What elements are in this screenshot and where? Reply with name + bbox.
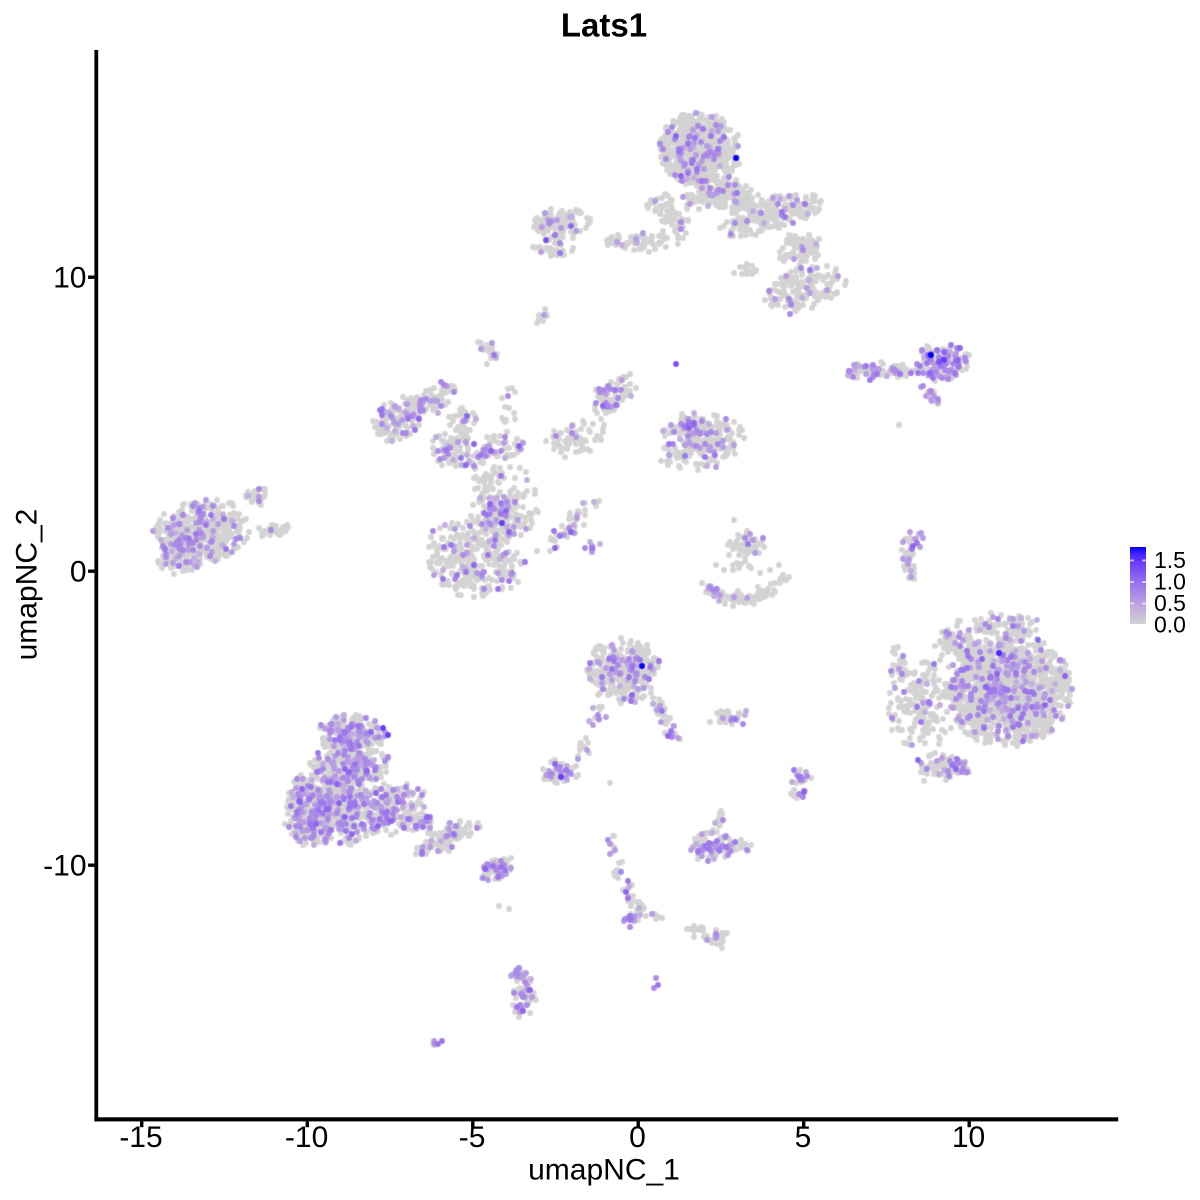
svg-text:-15: -15 bbox=[119, 1121, 162, 1154]
svg-text:5: 5 bbox=[795, 1121, 812, 1154]
svg-text:-10: -10 bbox=[285, 1121, 328, 1154]
svg-text:Lats1: Lats1 bbox=[561, 7, 647, 44]
svg-text:0: 0 bbox=[629, 1121, 646, 1154]
svg-text:umapNC_2: umapNC_2 bbox=[11, 509, 44, 661]
svg-text:umapNC_1: umapNC_1 bbox=[528, 1154, 680, 1187]
svg-text:0.5: 0.5 bbox=[1154, 590, 1186, 616]
svg-text:10: 10 bbox=[53, 261, 86, 294]
svg-text:1.5: 1.5 bbox=[1154, 547, 1186, 573]
svg-text:-5: -5 bbox=[459, 1121, 486, 1154]
svg-text:0: 0 bbox=[70, 555, 87, 588]
svg-text:1.0: 1.0 bbox=[1154, 569, 1186, 595]
svg-text:0.0: 0.0 bbox=[1154, 612, 1186, 638]
svg-text:10: 10 bbox=[952, 1121, 985, 1154]
svg-text:-10: -10 bbox=[43, 849, 86, 882]
